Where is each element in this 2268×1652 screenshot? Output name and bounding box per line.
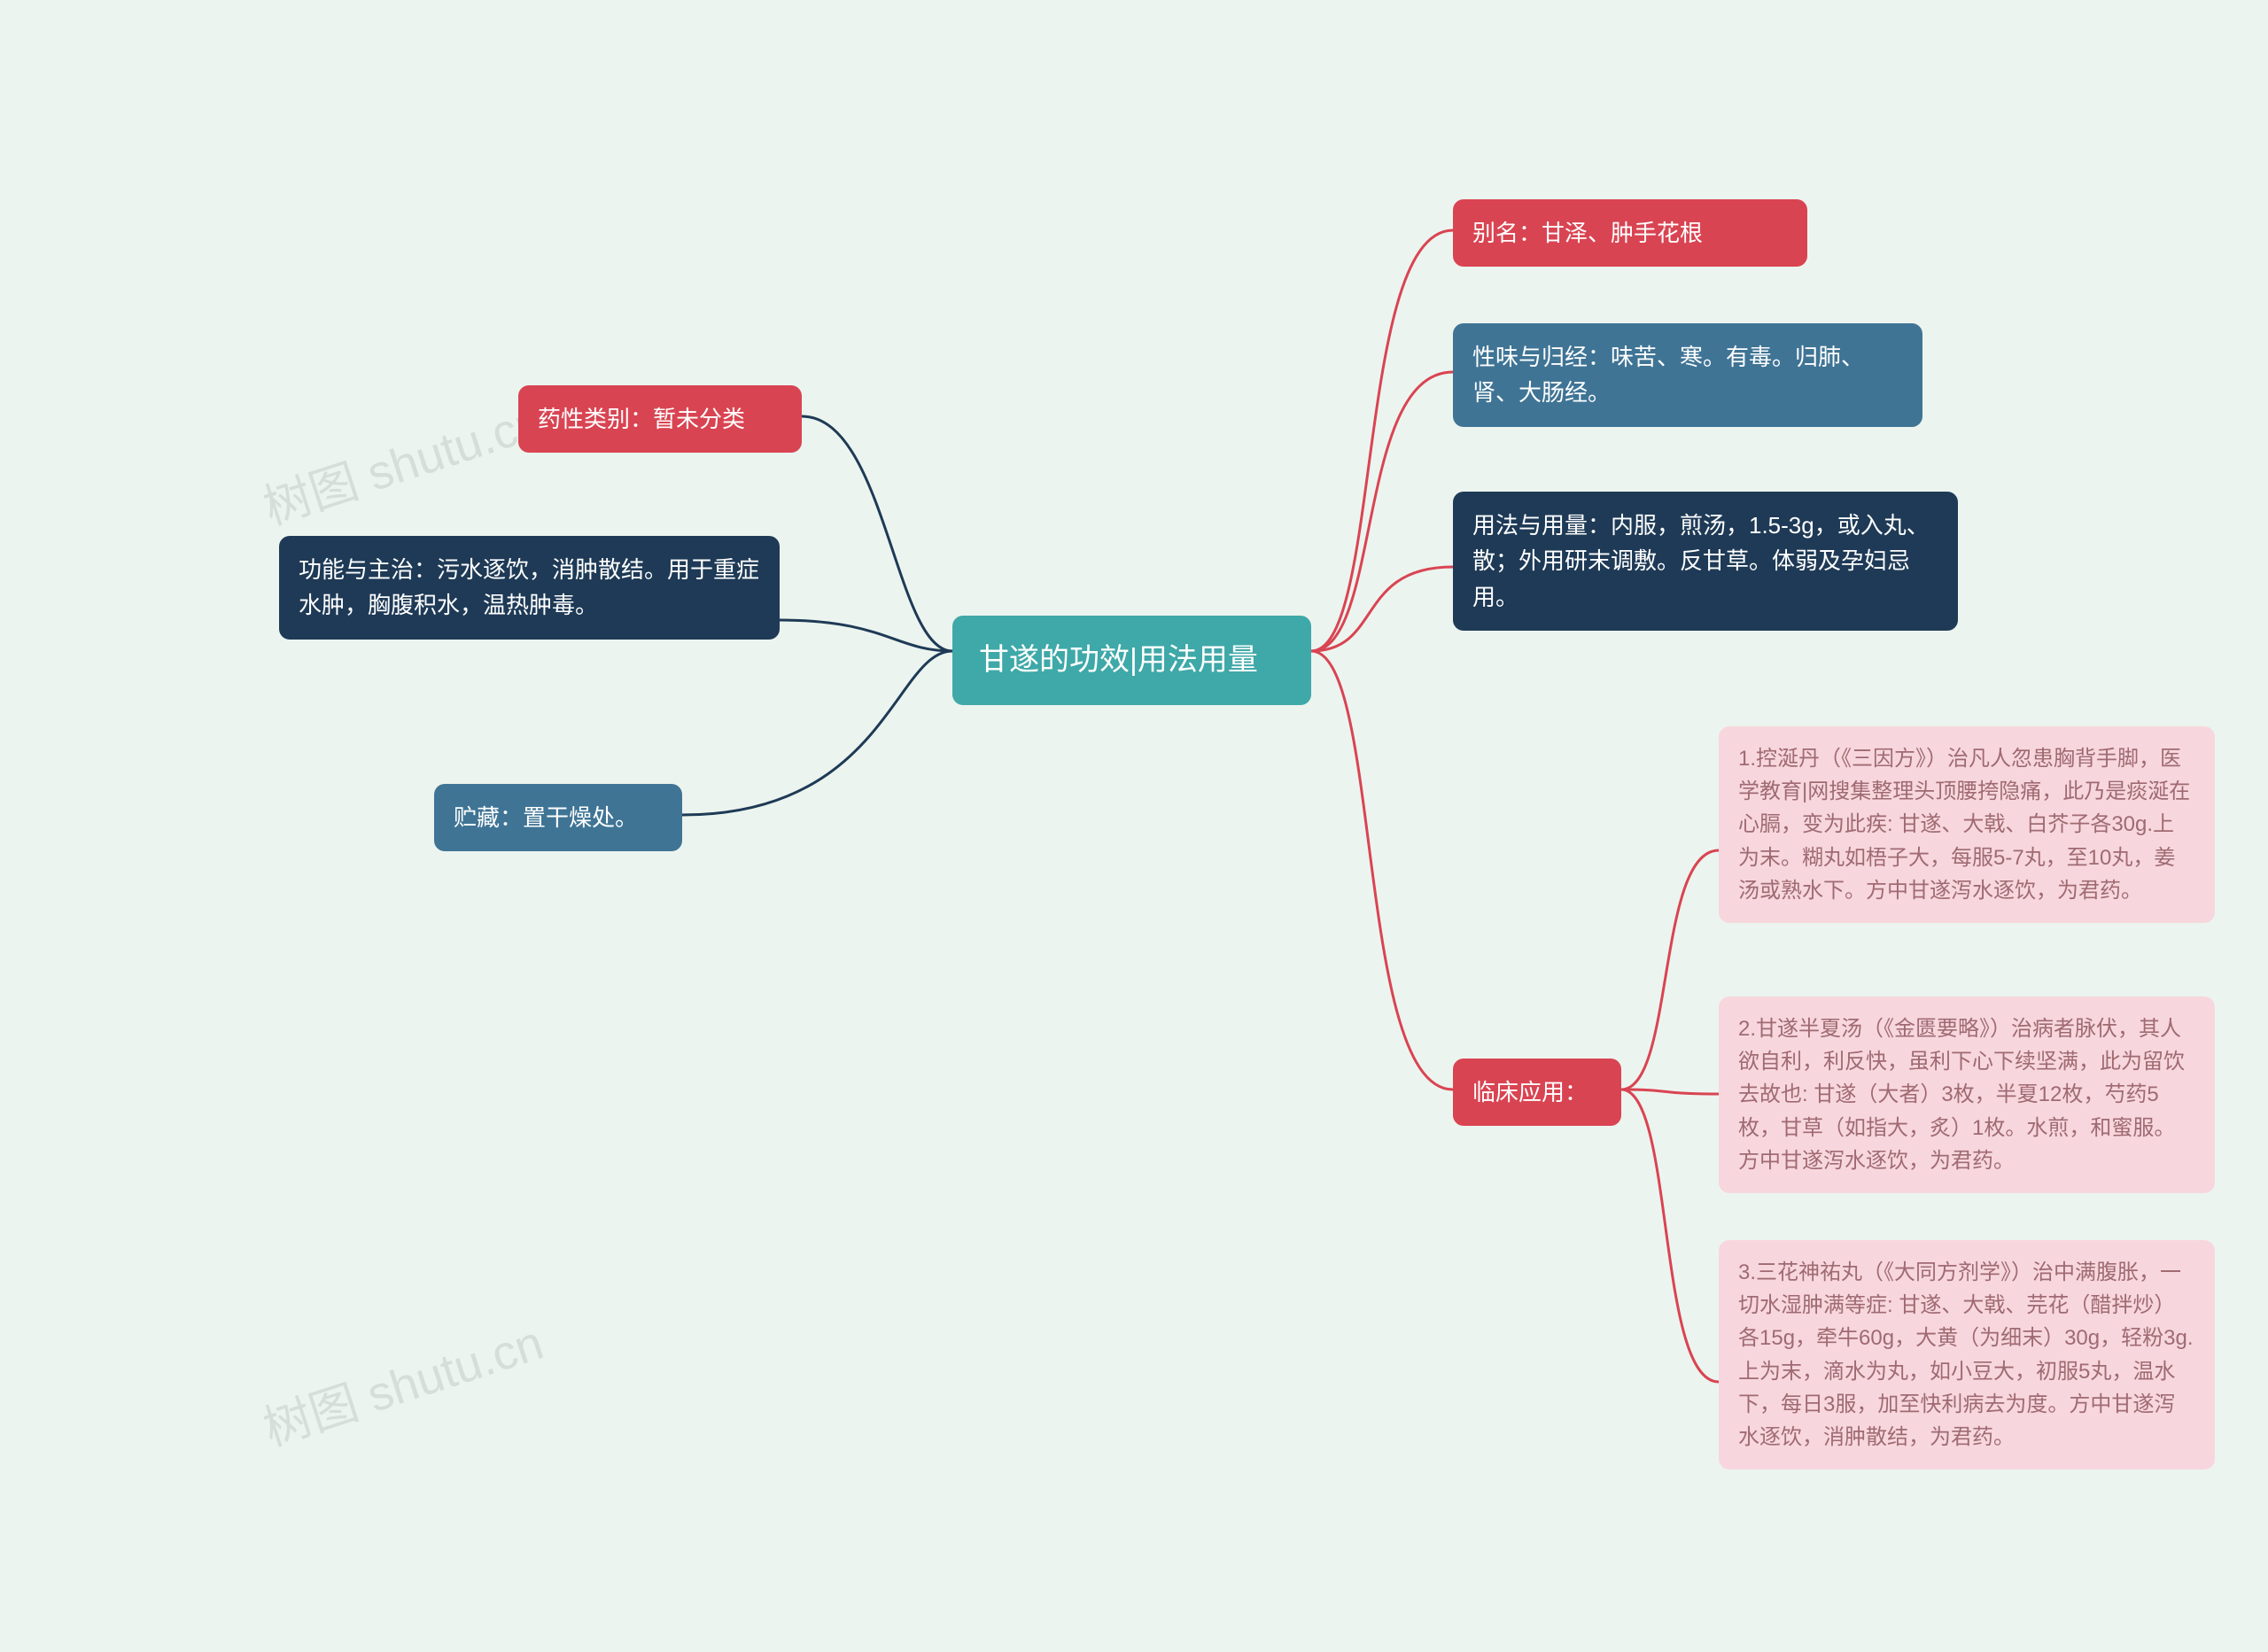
right-node-usage: 用法与用量：内服，煎汤，1.5-3g，或入丸、散；外用研末调敷。反甘草。体弱及孕… (1453, 492, 1958, 631)
clinical-item-2: 2.甘遂半夏汤（《金匮要略》）治病者脉伏，其人欲自利，利反快，虽利下心下续坚满，… (1719, 997, 2215, 1193)
left-node-category: 药性类别：暂未分类 (518, 385, 802, 453)
clinical-item-3: 3.三花神祐丸（《大同方剂学》）治中满腹胀，一切水湿肿满等症: 甘遂、大戟、芫花… (1719, 1240, 2215, 1470)
watermark: 树图 shutu.cn (253, 382, 551, 538)
left-node-storage: 贮藏：置干燥处。 (434, 784, 682, 851)
clinical-item-1: 1.控涎丹（《三因方》）治凡人忽患胸背手脚，医学教育|网搜集整理头顶腰挎隐痛，此… (1719, 726, 2215, 923)
left-node-function: 功能与主治：污水逐饮，消肿散结。用于重症水肿，胸腹积水，温热肿毒。 (279, 536, 780, 640)
watermark: 树图 shutu.cn (253, 1303, 551, 1459)
right-node-clinical: 临床应用： (1453, 1059, 1621, 1126)
root-node: 甘遂的功效|用法用量 (952, 616, 1311, 705)
right-node-alias: 别名：甘泽、肿手花根 (1453, 199, 1807, 267)
right-node-nature: 性味与归经：味苦、寒。有毒。归肺、肾、大肠经。 (1453, 323, 1922, 427)
